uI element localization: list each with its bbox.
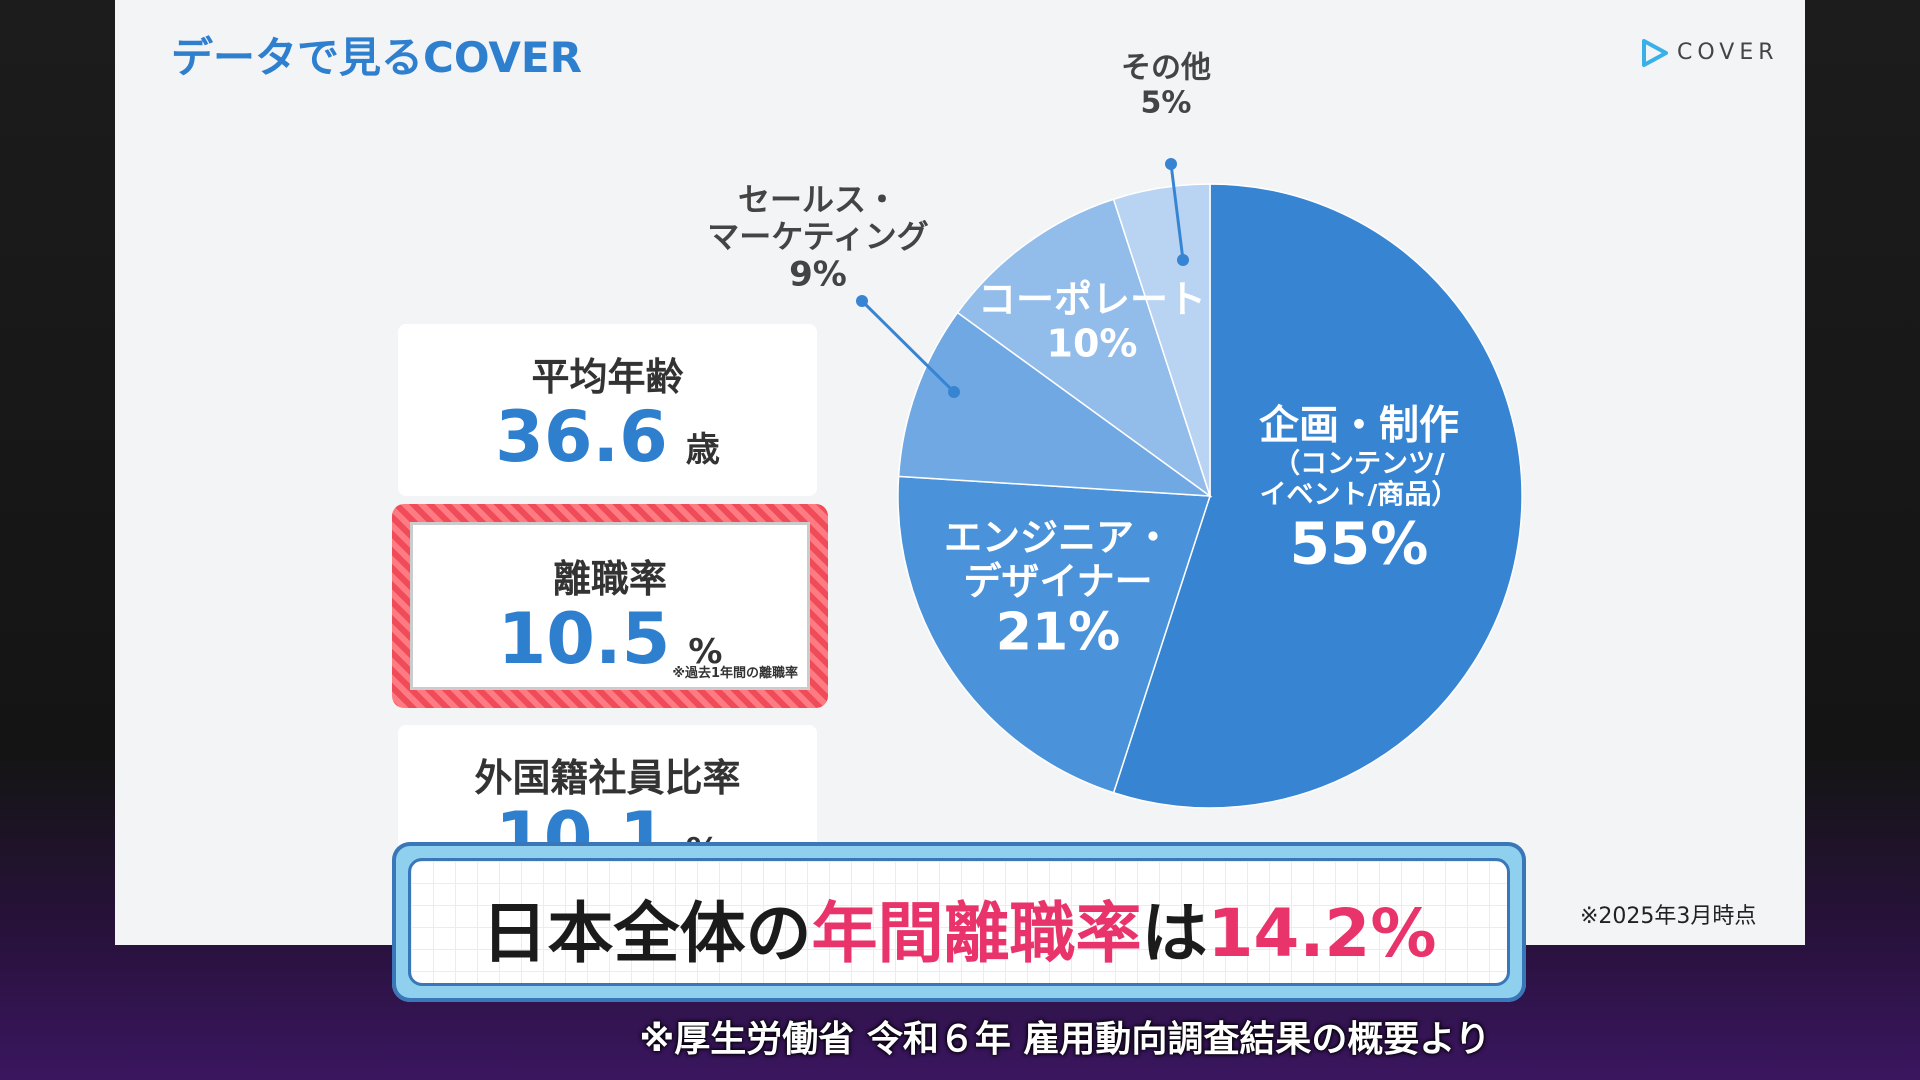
slide-title: データで見るCOVER (171, 33, 582, 82)
caption-part: 日本全体の (481, 895, 812, 972)
leader-dot (1177, 254, 1189, 266)
category-label: コーポレート (977, 277, 1207, 322)
stat-card: 離職率 10.5% ※過去1年間の離職率 (392, 504, 828, 708)
category-label: その他 (1121, 50, 1211, 86)
card-label: 離職率 (552, 557, 667, 601)
caption-part: 年間離職率 (811, 895, 1142, 972)
leader-dot (856, 295, 868, 307)
card-unit: % (688, 632, 723, 672)
value-label: 21% (995, 602, 1121, 663)
stat-card: 平均年齢 36.6 歳 (398, 324, 817, 496)
pie-label: セールス・ マーケティング 9% (707, 180, 929, 295)
pie-slice (1112, 183, 1523, 809)
category-note: （コンテンツ/ イベント/商品） (1259, 448, 1459, 511)
category-label: 企画・制作 (1259, 402, 1459, 449)
card-label: 外国籍社員比率 (474, 756, 741, 800)
card-inner (410, 522, 810, 690)
subtitle: ※厚生労働省 令和６年 雇用動向調査結果の概要より (639, 1019, 1491, 1060)
caption-box (408, 858, 1510, 986)
value-label: 9% (789, 254, 847, 295)
leader-line (1169, 163, 1185, 261)
category-label: セールス・ マーケティング (707, 180, 929, 256)
caption: 日本全体の年間離職率は14.2% (392, 880, 1526, 976)
caption-part: 14.2% (1207, 895, 1437, 972)
leader-dot (1165, 158, 1177, 170)
card-value-row: 10.5% (392, 598, 828, 680)
pie-slice (897, 311, 1213, 497)
card-value-row: 36.6 歳 (398, 396, 817, 478)
logo: COVER (1677, 40, 1779, 65)
card-value: 10.5 (497, 598, 671, 680)
card-note: ※過去1年間の離職率 (672, 666, 798, 681)
value-label: 55% (1289, 509, 1429, 578)
value-label: 10% (1046, 321, 1138, 365)
value-label: 5% (1140, 85, 1192, 120)
leader-line (860, 299, 956, 394)
logo-icon (1642, 39, 1668, 67)
category-label: エンジニア・ デザイナー (943, 515, 1173, 604)
as-of-note: ※2025年3月時点 (1580, 904, 1757, 929)
card-label: 平均年齢 (531, 355, 684, 399)
pie-slice (956, 198, 1212, 498)
pie-slice (897, 475, 1212, 794)
pie-label: その他 5% (1121, 50, 1211, 121)
leader-dot (948, 386, 960, 398)
pie-label: エンジニア・ デザイナー 21% (943, 515, 1173, 663)
pie-label: 企画・制作 （コンテンツ/ イベント/商品） 55% (1259, 403, 1459, 578)
card-value: 36.6 (495, 396, 668, 478)
pie-label: コーポレート 10% (978, 278, 1206, 365)
caption-frame: 日本全体の年間離職率は14.2% (392, 842, 1526, 1002)
card-unit: 歳 (685, 430, 720, 470)
caption-part: は (1141, 895, 1208, 972)
